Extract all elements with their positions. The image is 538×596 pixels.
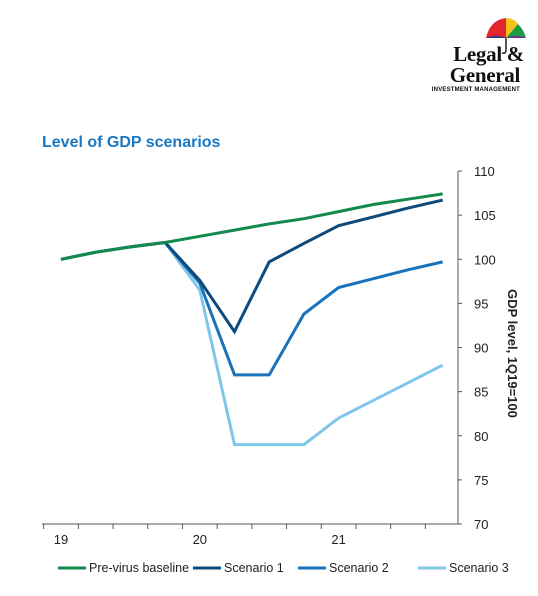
- y-tick-label: 75: [474, 473, 488, 488]
- logo-text-line2: General: [449, 63, 521, 87]
- y-tick-label: 80: [474, 429, 488, 444]
- y-tick-label: 90: [474, 341, 488, 356]
- umbrella-logo-icon: [486, 18, 526, 54]
- chart-title: Level of GDP scenarios: [42, 134, 221, 151]
- series-line-2: [60, 240, 444, 377]
- legend-label-3: Scenario 3: [449, 561, 509, 575]
- y-tick-label: 95: [474, 296, 488, 311]
- x-tick-label: 21: [331, 532, 345, 547]
- y-axis-label: GDP level, 1Q19=100: [505, 289, 520, 418]
- legend-label-1: Scenario 1: [224, 561, 284, 575]
- legend-label-2: Scenario 2: [329, 561, 389, 575]
- series-line-1: [60, 198, 444, 335]
- legend-layer: Pre-virus baseline Scenario 1 Scenario 2 Sc…: [58, 561, 509, 575]
- y-tick-label: 85: [474, 385, 488, 400]
- x-tick-label: 20: [193, 532, 207, 547]
- series-line-3: [60, 240, 444, 447]
- legend-label-0: Pre-virus baseline: [89, 561, 189, 575]
- series-layer: [60, 192, 444, 447]
- x-tick-label: 19: [54, 532, 68, 547]
- logo-text-line3: INVESTMENT MANAGEMENT: [431, 87, 520, 93]
- y-tick-label: 100: [474, 252, 496, 267]
- y-tick-label: 70: [474, 517, 488, 532]
- series-line-0: [60, 192, 443, 261]
- y-tick-label: 110: [474, 164, 495, 179]
- axis-layer: 19 20 21 70 75 80 85 90 95 100 105 110 GDP level, 1Q…: [42, 164, 520, 547]
- y-tick-label: 105: [474, 208, 496, 223]
